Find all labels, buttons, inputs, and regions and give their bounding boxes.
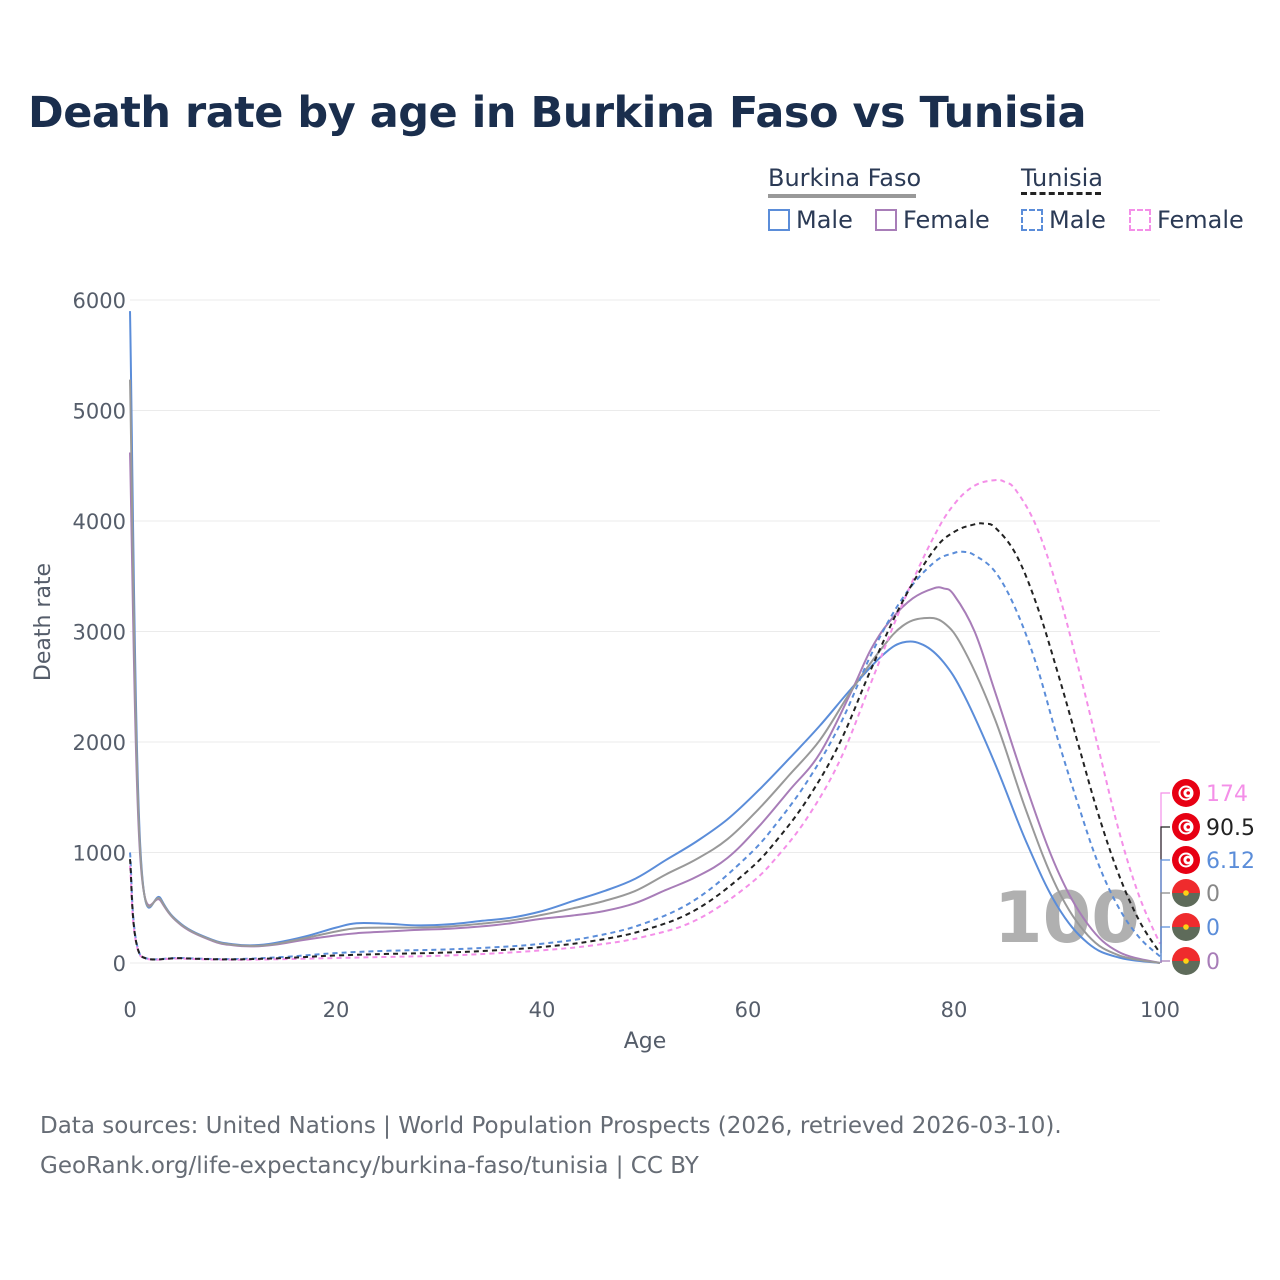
x-tick-label: 40	[529, 998, 556, 1022]
x-tick-label: 60	[735, 998, 762, 1022]
end-label-connector	[1160, 859, 1170, 963]
burkina-faso-flag-icon	[1172, 947, 1200, 975]
end-label-value: 90.5	[1206, 816, 1255, 841]
legend-item-tunisia-male[interactable]: Male	[1021, 206, 1106, 234]
burkina-faso-flag-icon	[1172, 879, 1200, 907]
legend-group-tunisia[interactable]: Tunisia	[1021, 164, 1103, 192]
y-tick-label: 1000	[73, 842, 126, 866]
footer-link[interactable]: GeoRank.org/life-expectancy/burkina-faso…	[40, 1153, 699, 1179]
series-line-burkina-faso-total[interactable]	[129, 379, 1161, 964]
legend-swatch-tunisia-female	[1129, 209, 1151, 231]
legend-label: Female	[903, 206, 990, 234]
x-tick-label: 80	[941, 998, 968, 1022]
end-label-connector	[1160, 892, 1170, 963]
end-label-value: 6.12	[1206, 849, 1255, 874]
legend-swatch-burkina-male	[768, 209, 790, 231]
end-label-value: 174	[1206, 782, 1248, 807]
end-labels: 174 90.5 6.12 0 0 0	[1160, 779, 1255, 975]
end-label-value: 0	[1206, 950, 1220, 975]
legend-label: Male	[796, 206, 853, 234]
series-lines	[129, 311, 1161, 964]
legend-swatch-tunisia-male	[1021, 209, 1043, 231]
y-axis-label: Death rate	[31, 563, 56, 681]
y-tick-label: 6000	[73, 289, 126, 313]
x-axis-ticks: 0 20 40 60 80 100	[123, 998, 1180, 1022]
legend-group-burkina-faso[interactable]: Burkina Faso	[768, 164, 922, 192]
series-line-tunisia-male[interactable]	[129, 550, 1161, 961]
footer: Data sources: United Nations | World Pop…	[40, 1106, 1062, 1186]
legend-item-burkina-male[interactable]: Male	[768, 206, 853, 234]
x-axis-label: Age	[624, 1029, 667, 1054]
y-tick-label: 0	[113, 952, 126, 976]
legend: Burkina Faso Tunisia Male Female Male Fe…	[0, 160, 1280, 240]
end-label-value: 0	[1206, 882, 1220, 907]
legend-group-burkina-faso-line	[768, 194, 916, 198]
tunisia-flag-icon	[1172, 779, 1200, 807]
end-label-connector	[1160, 826, 1170, 953]
chart-title: Death rate by age in Burkina Faso vs Tun…	[28, 88, 1086, 138]
x-tick-label: 20	[323, 998, 350, 1022]
x-tick-label: 100	[1140, 998, 1180, 1022]
burkina-faso-flag-icon	[1172, 913, 1200, 941]
legend-swatch-burkina-female	[875, 209, 897, 231]
end-label-connector	[1160, 926, 1170, 963]
y-axis-ticks: 0 1000 2000 3000 4000 5000 6000	[73, 289, 126, 976]
x-tick-label: 0	[123, 998, 136, 1022]
legend-item-tunisia-female[interactable]: Female	[1129, 206, 1244, 234]
legend-item-burkina-female[interactable]: Female	[875, 206, 990, 234]
end-label-connector	[1160, 792, 1170, 944]
legend-label: Female	[1157, 206, 1244, 234]
y-tick-label: 5000	[73, 400, 126, 424]
y-tick-label: 4000	[73, 510, 126, 534]
footer-source: Data sources: United Nations | World Pop…	[40, 1113, 1062, 1139]
chart-svg: 0 1000 2000 3000 4000 5000 6000 0 20 40 60 80 100 D…	[31, 289, 1255, 1054]
tunisia-flag-icon	[1172, 813, 1200, 841]
series-line-tunisia-total[interactable]	[129, 522, 1161, 961]
y-tick-label: 3000	[73, 621, 126, 645]
grid	[130, 299, 1160, 964]
end-label-connector	[1160, 960, 1170, 963]
series-line-burkina-faso-male[interactable]	[129, 311, 1161, 964]
y-tick-label: 2000	[73, 731, 126, 755]
end-label-value: 0	[1206, 916, 1220, 941]
legend-group-tunisia-line	[1021, 192, 1101, 195]
legend-label: Male	[1049, 206, 1106, 234]
tunisia-flag-icon	[1172, 846, 1200, 874]
